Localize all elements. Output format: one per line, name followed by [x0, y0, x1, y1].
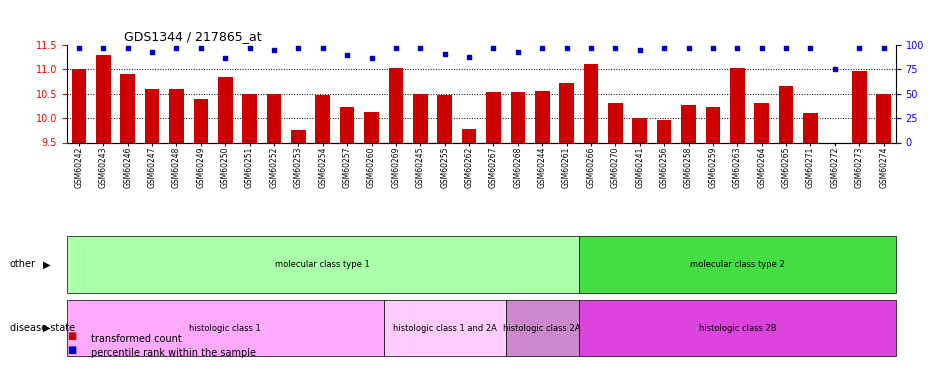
- Point: [339, 52, 354, 58]
- Text: histologic class 2B: histologic class 2B: [698, 324, 775, 333]
- Bar: [412, 94, 427, 375]
- Text: percentile rank within the sample: percentile rank within the sample: [90, 348, 255, 357]
- Point: [193, 45, 208, 51]
- Bar: [71, 69, 86, 375]
- Bar: [510, 92, 525, 375]
- Point: [120, 45, 135, 51]
- Point: [71, 45, 87, 51]
- Text: molecular class type 2: molecular class type 2: [689, 260, 783, 269]
- Point: [680, 45, 695, 51]
- Bar: [754, 104, 768, 375]
- Bar: [218, 77, 232, 375]
- Point: [607, 45, 623, 51]
- Text: histologic class 1: histologic class 1: [189, 324, 261, 333]
- Text: histologic class 1 and 2A: histologic class 1 and 2A: [392, 324, 496, 333]
- Point: [656, 45, 671, 51]
- Bar: [778, 86, 793, 375]
- Bar: [267, 94, 281, 375]
- Point: [437, 51, 452, 57]
- Bar: [607, 104, 622, 375]
- Bar: [462, 129, 476, 375]
- Point: [875, 45, 890, 51]
- Bar: [120, 74, 135, 375]
- Bar: [876, 94, 890, 375]
- Point: [704, 45, 720, 51]
- Bar: [290, 130, 306, 375]
- Bar: [656, 120, 671, 375]
- Point: [729, 45, 744, 51]
- Bar: [632, 118, 646, 375]
- Text: ▶: ▶: [43, 260, 50, 269]
- Point: [486, 45, 501, 51]
- Point: [583, 45, 598, 51]
- Point: [387, 45, 403, 51]
- Text: transformed count: transformed count: [90, 334, 181, 344]
- Bar: [364, 112, 379, 375]
- Point: [631, 47, 646, 53]
- Text: GDS1344 / 217865_at: GDS1344 / 217865_at: [124, 30, 261, 43]
- Point: [364, 55, 379, 61]
- Text: ■: ■: [67, 345, 76, 354]
- Bar: [583, 63, 598, 375]
- Point: [169, 45, 184, 51]
- Bar: [486, 92, 500, 375]
- Text: disease state: disease state: [10, 323, 74, 333]
- Point: [802, 45, 817, 51]
- Bar: [826, 142, 842, 375]
- Point: [534, 45, 549, 51]
- Bar: [437, 95, 451, 375]
- Bar: [704, 107, 720, 375]
- Text: histologic class 2A: histologic class 2A: [503, 324, 581, 333]
- Point: [217, 55, 232, 61]
- Point: [753, 45, 768, 51]
- Bar: [340, 107, 354, 375]
- Bar: [96, 55, 110, 375]
- Point: [559, 45, 574, 51]
- Point: [242, 45, 257, 51]
- Bar: [315, 95, 329, 375]
- Point: [290, 45, 306, 51]
- Point: [145, 49, 160, 55]
- Bar: [145, 89, 159, 375]
- Bar: [559, 83, 573, 375]
- Point: [851, 45, 866, 51]
- Point: [95, 45, 110, 51]
- Bar: [851, 71, 865, 375]
- Bar: [388, 68, 403, 375]
- Point: [826, 66, 842, 72]
- Bar: [242, 94, 257, 375]
- Point: [778, 45, 793, 51]
- Bar: [534, 91, 549, 375]
- Text: ■: ■: [67, 332, 76, 341]
- Point: [315, 45, 330, 51]
- Point: [461, 54, 476, 60]
- Text: molecular class type 1: molecular class type 1: [275, 260, 369, 269]
- Point: [412, 45, 427, 51]
- Bar: [169, 89, 184, 375]
- Text: ▶: ▶: [43, 323, 50, 333]
- Bar: [193, 99, 208, 375]
- Bar: [729, 68, 744, 375]
- Point: [266, 47, 282, 53]
- Bar: [681, 105, 695, 375]
- Bar: [803, 113, 817, 375]
- Text: other: other: [10, 260, 35, 269]
- Point: [509, 49, 525, 55]
